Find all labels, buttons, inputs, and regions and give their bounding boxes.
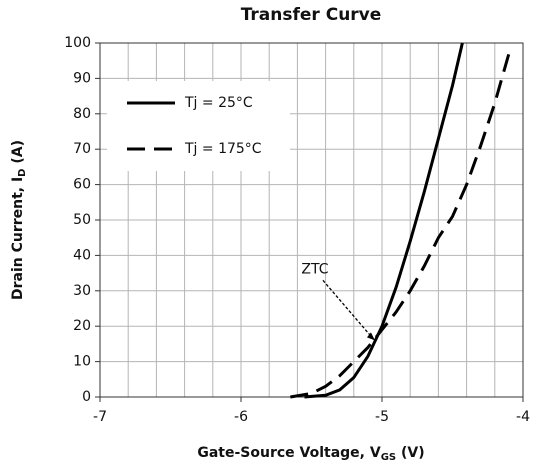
- x-tick-label: -6: [234, 409, 248, 425]
- x-tick-label: -4: [516, 409, 530, 425]
- series-line: [304, 42, 464, 399]
- x-axis-label-text: Gate-Source Voltage, V: [197, 445, 381, 461]
- legend-label: Tj = 25°C: [184, 95, 253, 111]
- y-axis-label-text: Drain Current, I: [10, 177, 26, 300]
- y-axis-label: Drain Current, ID (A): [10, 140, 28, 300]
- y-tick-label: 100: [64, 35, 91, 51]
- annotation-arrowhead: [366, 332, 375, 341]
- y-tick-label: 50: [73, 212, 91, 228]
- legend-box: [107, 81, 290, 171]
- y-tick-label: 80: [73, 106, 91, 122]
- y-axis-label-unit: (A): [10, 140, 26, 169]
- x-axis-label-subscript: GS: [381, 452, 396, 463]
- chart-title: Transfer Curve: [241, 5, 382, 25]
- x-tick-label: -7: [93, 409, 107, 425]
- annotation-label: ZTC: [301, 261, 328, 277]
- y-tick-label: 0: [82, 389, 91, 405]
- y-tick-label: 60: [73, 177, 91, 193]
- y-tick-label: 10: [73, 354, 91, 370]
- x-tick-label: -5: [375, 409, 389, 425]
- x-axis-label: Gate-Source Voltage, VGS (V): [197, 445, 424, 463]
- y-tick-label: 40: [73, 247, 91, 263]
- x-axis-label-unit: (V): [396, 445, 425, 461]
- y-tick-label: 20: [73, 318, 91, 334]
- y-tick-label: 30: [73, 283, 91, 299]
- y-axis-label-subscript: D: [17, 168, 28, 176]
- y-tick-label: 90: [73, 70, 91, 86]
- series-line: [290, 53, 511, 399]
- annotation-arrow: [322, 279, 373, 338]
- legend-label: Tj = 175°C: [184, 141, 262, 157]
- y-tick-label: 70: [73, 141, 91, 157]
